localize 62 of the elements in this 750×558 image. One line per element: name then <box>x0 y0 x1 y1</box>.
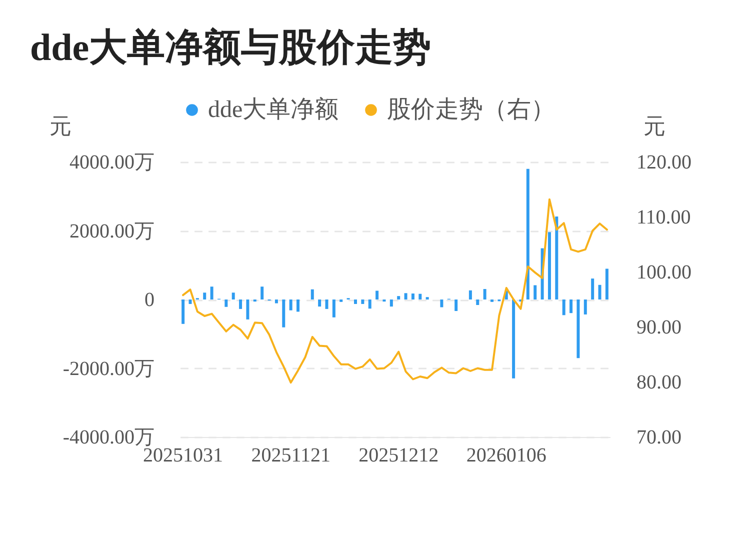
bar <box>332 300 336 318</box>
bar <box>182 300 185 324</box>
y-axis-title: 元 <box>50 114 72 138</box>
bar <box>440 300 444 308</box>
bar <box>274 300 278 304</box>
y2-tick-label: 120.00 <box>636 152 692 174</box>
bar <box>325 300 328 309</box>
bar <box>361 300 364 304</box>
bar <box>468 290 472 300</box>
y2-axis-title: 元 <box>644 114 666 138</box>
bar <box>310 289 314 300</box>
bar <box>591 278 594 300</box>
bar <box>476 300 480 305</box>
y-tick-label: 4000.00万 <box>70 152 154 174</box>
chart-title: dde大单净额与股价走势 <box>30 27 432 69</box>
bar <box>260 286 264 300</box>
bar <box>576 300 580 358</box>
y2-tick-label: 90.00 <box>636 316 682 338</box>
bar <box>411 293 414 300</box>
y-tick-label: 2000.00万 <box>70 220 154 242</box>
bar <box>296 300 300 312</box>
bar <box>210 286 214 300</box>
bar <box>232 292 235 300</box>
bar <box>368 300 372 309</box>
bar <box>318 300 322 307</box>
bar <box>397 296 400 300</box>
y2-tick-label: 70.00 <box>636 426 682 448</box>
line-series <box>182 198 608 384</box>
bar <box>584 300 587 314</box>
legend-label: dde大单净额 <box>208 96 339 123</box>
bar <box>454 300 458 312</box>
bar <box>376 290 379 300</box>
y2-tick-label: 100.00 <box>636 262 692 284</box>
y2-tick-label: 80.00 <box>636 372 682 394</box>
bar <box>246 300 250 320</box>
bar <box>289 300 292 310</box>
legend-label: 股价走势（右） <box>387 97 555 123</box>
bar <box>512 300 516 378</box>
y-tick-label: 0 <box>144 289 154 311</box>
bar <box>239 300 242 309</box>
bar <box>570 300 573 314</box>
bar <box>390 300 393 307</box>
bar <box>555 216 558 300</box>
bar <box>404 293 408 300</box>
bar <box>534 285 537 300</box>
bar <box>188 300 192 304</box>
bar <box>548 232 551 300</box>
bar <box>483 289 486 300</box>
bar <box>203 292 206 300</box>
x-tick-label: 20251212 <box>358 444 439 466</box>
x-tick-label: 20251121 <box>251 444 330 466</box>
bar <box>418 294 422 300</box>
bar <box>282 300 286 328</box>
bar <box>354 300 357 304</box>
bar <box>562 300 566 316</box>
bar <box>526 168 530 300</box>
y-tick-label: -2000.00万 <box>62 358 154 380</box>
bar <box>605 268 608 300</box>
x-tick-label: 20260106 <box>466 444 546 466</box>
bar <box>224 300 228 307</box>
bar <box>598 284 602 300</box>
y2-tick-label: 110.00 <box>636 206 691 228</box>
